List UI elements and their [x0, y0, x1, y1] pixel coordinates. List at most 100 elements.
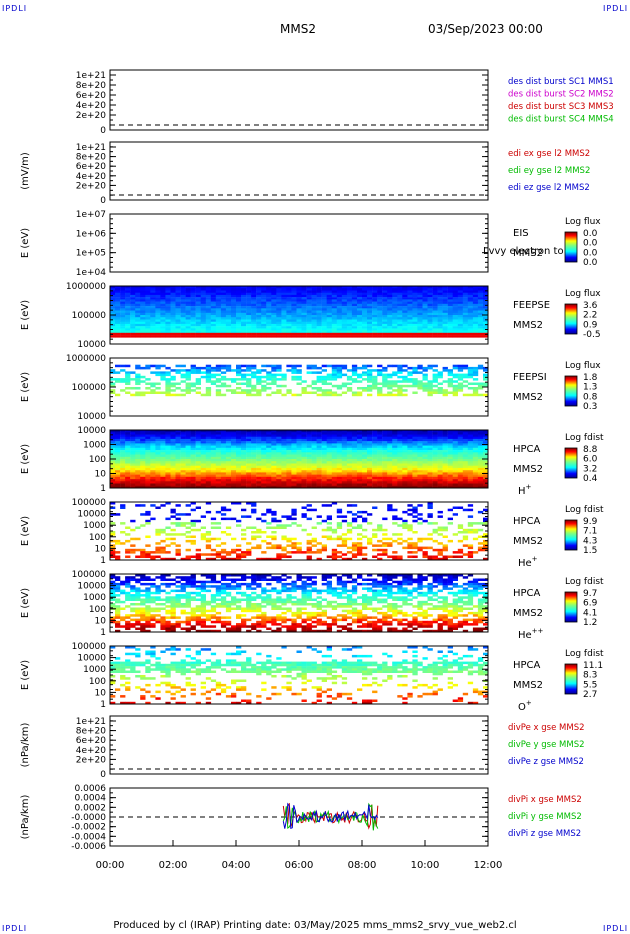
spectrogram-cell: [256, 472, 262, 475]
spectrogram-cell: [316, 459, 322, 462]
spectrogram-cell: [457, 303, 464, 307]
spectrogram-cell: [130, 470, 136, 473]
spectrogram-cell: [251, 461, 257, 464]
spectrogram-cell: [311, 387, 317, 390]
spectrogram-cell: [246, 378, 252, 381]
spectrogram-cell: [402, 461, 408, 464]
spectrogram-cell: [301, 445, 307, 449]
y-tick-label: 1000000: [66, 354, 106, 364]
spectrogram-cell: [377, 335, 383, 338]
spectrogram-cell: [160, 548, 166, 552]
spectrogram-cell: [281, 375, 287, 379]
spectrogram-cell: [286, 328, 292, 331]
spectrogram-cell: [125, 312, 131, 316]
spectrogram-cell: [351, 548, 358, 552]
spectrogram-cell: [220, 366, 227, 370]
spectrogram-cell: [256, 292, 262, 296]
spectrogram-cell: [185, 384, 191, 388]
spectrogram-cell: [392, 286, 398, 289]
spectrogram-cell: [357, 456, 363, 460]
spectrogram-cell: [170, 542, 176, 545]
spectrogram-cell: [397, 461, 403, 464]
spectrogram-cell: [407, 303, 413, 307]
spectrogram-cell: [432, 319, 438, 322]
spectrogram-cell: [165, 297, 171, 300]
spectrogram-cell: [397, 474, 403, 478]
spectrogram-cell: [442, 317, 448, 320]
spectrogram-cell: [261, 319, 267, 322]
spectrogram-cell: [326, 319, 332, 322]
spectrogram-cell: [316, 332, 322, 336]
spectrogram-cell: [457, 461, 464, 464]
spectrogram-cell: [190, 539, 196, 543]
spectrogram-cell: [362, 312, 368, 316]
spectrogram-cell: [462, 452, 469, 455]
spectrogram-cell: [165, 286, 171, 289]
spectrogram-cell: [362, 485, 368, 489]
spectrogram-cell: [276, 447, 282, 451]
spectrogram-cell: [357, 380, 363, 383]
spectrogram-cell: [291, 456, 297, 460]
spectrogram-cell: [205, 332, 212, 336]
spectrogram-cell: [281, 450, 287, 453]
spectrogram-cell: [367, 335, 373, 338]
spectrogram-cell: [246, 323, 252, 327]
spectrogram-cell: [266, 557, 272, 561]
legend-entry: des dist burst SC2 MMS2: [508, 90, 614, 100]
spectrogram-cell: [477, 335, 484, 338]
spectrogram-cell: [200, 301, 206, 305]
spectrogram-cell: [432, 375, 438, 379]
spectrogram-cell: [407, 461, 413, 464]
spectrogram-cell: [462, 467, 469, 471]
spectrogram-cell: [457, 467, 464, 471]
spectrogram-cell: [120, 303, 126, 307]
spectrogram-cell: [145, 382, 151, 385]
spectrogram-cell: [407, 463, 413, 466]
spectrogram-cell: [326, 299, 332, 302]
spectrogram-cell: [372, 434, 378, 437]
spectrogram-cell: [215, 479, 222, 482]
spectrogram-cell: [256, 443, 262, 446]
spectrogram-cell: [271, 476, 277, 480]
spectrogram-cell: [120, 465, 126, 469]
spectrogram-cell: [281, 535, 287, 538]
spectrogram-cell: [175, 432, 181, 435]
spectrogram-cell: [412, 467, 418, 471]
spectrogram-cell: [246, 292, 252, 296]
spectrogram-cell: [115, 317, 121, 320]
spectrogram-cell: [432, 328, 438, 331]
spectrogram-cell: [165, 436, 171, 440]
spectrogram-cell: [236, 450, 242, 453]
spectrogram-cell: [215, 297, 222, 300]
spectrogram-cell: [281, 454, 287, 457]
spectrogram-cell: [311, 474, 317, 478]
spectrogram-cell: [271, 526, 277, 529]
spectrogram-cell: [417, 387, 423, 390]
spectrogram-cell: [110, 310, 116, 313]
spectrogram-cell: [145, 479, 151, 482]
spectrogram-cell: [165, 474, 171, 478]
spectrogram-cell: [372, 441, 378, 444]
spectrogram-cell: [281, 443, 287, 446]
spectrogram-cell: [402, 432, 408, 435]
spectrogram-cell: [261, 485, 267, 489]
spectrogram-cell: [180, 375, 186, 379]
spectrogram-cell: [145, 519, 151, 523]
spectrogram-cell: [195, 452, 201, 455]
spectrogram-cell: [316, 438, 322, 442]
spectrogram-cell: [286, 301, 292, 305]
spectrogram-cell: [377, 369, 383, 372]
spectrogram-cell: [321, 292, 327, 296]
spectrogram-cell: [397, 459, 403, 462]
spectrogram-cell: [367, 378, 373, 381]
spectrogram-cell: [306, 461, 312, 464]
spectrogram-cell: [225, 467, 232, 471]
spectrogram-cell: [120, 306, 126, 309]
spectrogram-cell: [311, 463, 317, 466]
spectrogram-cell: [135, 312, 141, 316]
spectrogram-cell: [215, 391, 222, 394]
spectrogram-cell: [321, 315, 327, 318]
spectrogram-cell: [215, 286, 222, 289]
spectrogram-cell: [357, 551, 363, 554]
spectrogram-cell: [483, 315, 489, 318]
